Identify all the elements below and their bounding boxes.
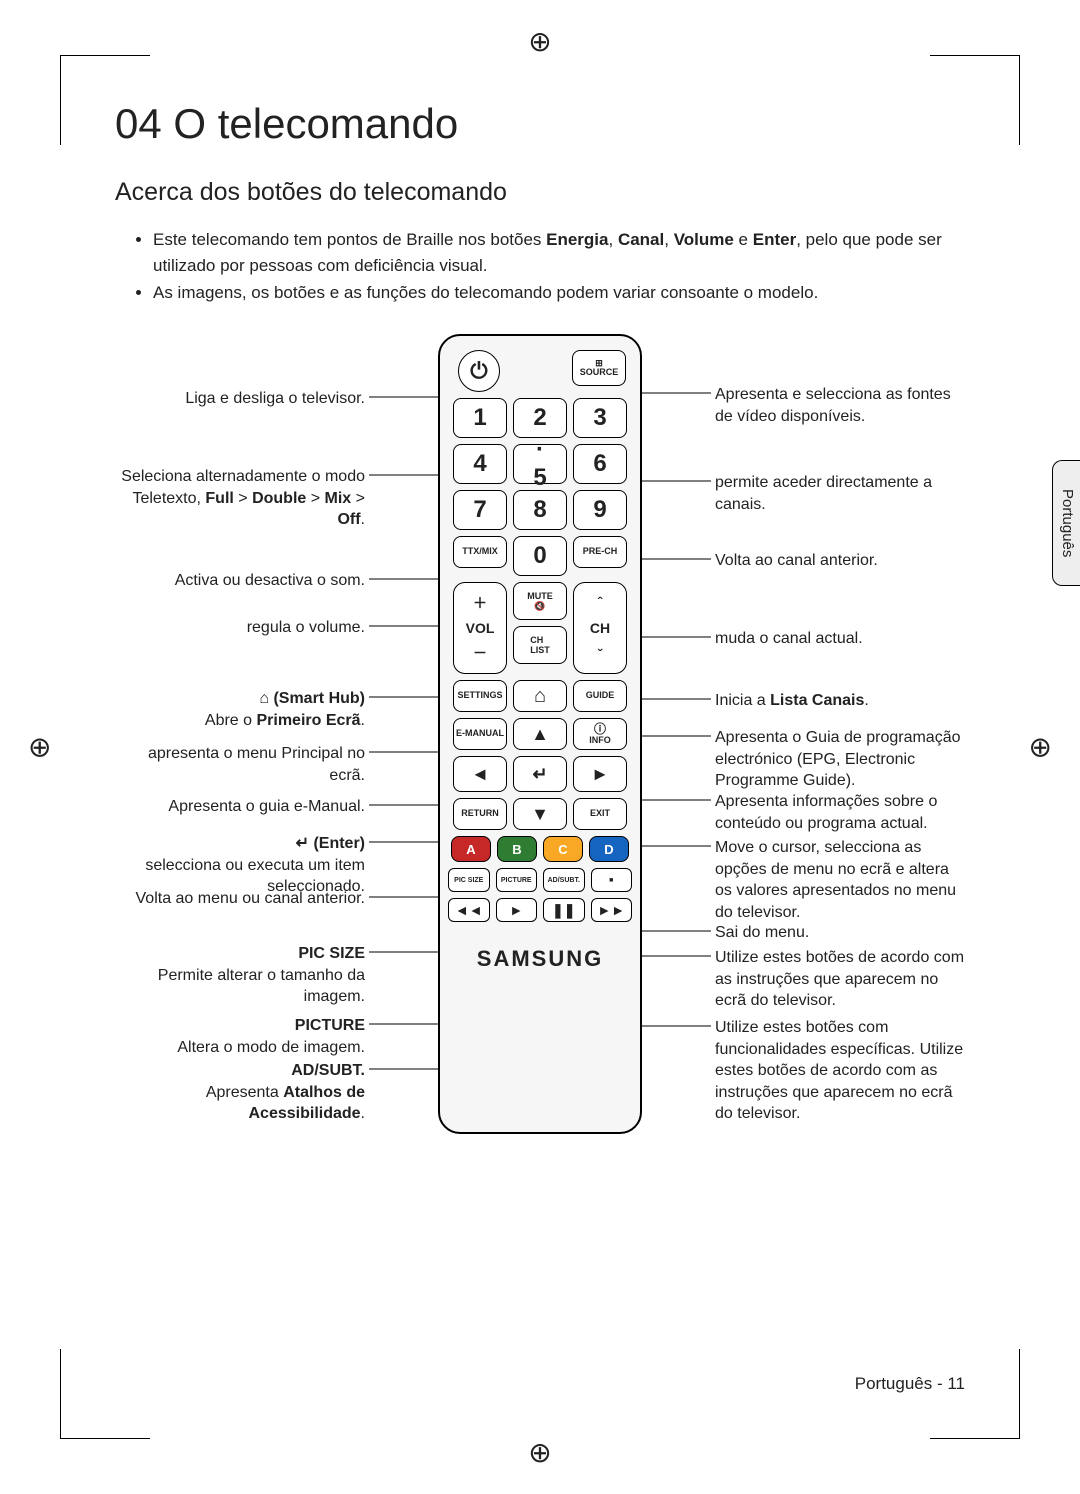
color-d-button: D [589,836,629,862]
ttx-button: TTX/MIX [453,536,507,568]
return-button: RETURN [453,798,507,830]
home-button: ⌂ [513,680,567,712]
vol-rocker: ＋VOL－ [453,582,507,674]
playback-button: ► [496,898,538,922]
ch-rocker: ˆCHˇ [573,582,627,674]
remote-diagram: ⏻ ⊞SOURCE 123 4·56 789 TTX/MIX0PRE-CH ＋V… [115,334,965,1144]
num-5: ·5 [513,444,567,484]
remote-body: ⏻ ⊞SOURCE 123 4·56 789 TTX/MIX0PRE-CH ＋V… [438,334,642,1134]
num-4: 4 [453,444,507,484]
intro-bullets: Este telecomando tem pontos de Braille n… [115,227,965,306]
callout-left: Volta ao menu ou canal anterior. [115,888,365,910]
callout-left: apresenta o menu Principal no ecrã. [115,743,365,786]
brand-logo: SAMSUNG [477,946,603,972]
playback-row: ◄◄►❚❚►► [448,898,632,922]
color-a-button: A [451,836,491,862]
registration-mark: ⊕ [28,731,51,764]
section-title: Acerca dos botões do telecomando [115,178,965,207]
callout-right: muda o canal actual. [715,628,965,650]
picsize-button: PIC SIZE [448,868,490,892]
num-7: 7 [453,490,507,530]
registration-mark: ⊕ [528,25,551,58]
num-6: 6 [573,444,627,484]
registration-mark: ⊕ [528,1436,551,1469]
callout-right: Move o cursor, selecciona as opções de m… [715,837,965,923]
num-9: 9 [573,490,627,530]
stop-button: ■ [591,868,633,892]
num-3: 3 [573,398,627,438]
adsubt-button: AD/SUBT. [543,868,585,892]
callout-right: Utilize estes botões com funcionalidades… [715,1017,965,1125]
picture-button: PICTURE [496,868,538,892]
down-arrow: ▼ [513,798,567,830]
callout-left: PIC SIZEPermite alterar o tamanho da ima… [115,943,365,1008]
callout-left: AD/SUBT.Apresenta Atalhos de Acessibilid… [115,1060,365,1125]
exit-button: EXIT [573,798,627,830]
settings-button: SETTINGS [453,680,507,712]
up-arrow: ▲ [513,718,567,750]
num-8: 8 [513,490,567,530]
abcd-row: ABCD [448,836,632,862]
source-button: ⊞SOURCE [572,350,626,386]
enter-button: ↵ [513,756,567,792]
callout-right: Sai do menu. [715,922,965,944]
num-1: 1 [453,398,507,438]
prech-button: PRE-CH [573,536,627,568]
language-tab: Português [1052,460,1080,586]
callout-right: Apresenta e selecciona as fontes de víde… [715,384,965,427]
num-0: 0 [513,536,567,576]
emanual-button: E-MANUAL [453,718,507,750]
playback-button: ❚❚ [543,898,585,922]
callout-right: Utilize estes botões de acordo com as in… [715,947,965,1012]
playback-button: ►► [591,898,633,922]
callout-right: Inicia a Lista Canais. [715,690,965,712]
callout-left: ⌂ (Smart Hub)Abre o Primeiro Ecrã. [115,688,365,731]
playback-button: ◄◄ [448,898,490,922]
callout-right: permite aceder directamente a canais. [715,472,965,515]
callout-right: Apresenta informações sobre o conteúdo o… [715,791,965,834]
callout-right: Volta ao canal anterior. [715,550,965,572]
power-button: ⏻ [458,350,500,392]
callout-left: Seleciona alternadamente o modo Teletext… [115,466,365,531]
color-b-button: B [497,836,537,862]
page-footer: Português - 11 [855,1374,965,1394]
mute-button: MUTE🔇 [513,582,567,620]
callout-left: regula o volume. [115,617,365,639]
page-title: 04 O telecomando [115,100,965,148]
info-button: ⓘINFO [573,718,627,750]
chlist-button: CH LIST [513,626,567,664]
registration-mark: ⊕ [1029,731,1052,764]
right-arrow: ► [573,756,627,792]
callout-left: PICTUREAltera o modo de imagem. [115,1015,365,1058]
num-2: 2 [513,398,567,438]
callout-left: Apresenta o guia e-Manual. [115,796,365,818]
callout-left: Liga e desliga o televisor. [115,388,365,410]
callout-left: Activa ou desactiva o som. [115,570,365,592]
color-c-button: C [543,836,583,862]
guide-button: GUIDE [573,680,627,712]
left-arrow: ◄ [453,756,507,792]
callout-right: Apresenta o Guia de programação electrón… [715,727,965,792]
